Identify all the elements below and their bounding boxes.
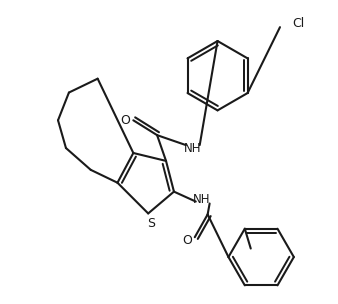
Text: NH: NH xyxy=(193,193,211,206)
Text: S: S xyxy=(147,217,155,230)
Text: O: O xyxy=(120,114,130,127)
Text: Cl: Cl xyxy=(292,17,304,30)
Text: O: O xyxy=(182,234,192,247)
Text: NH: NH xyxy=(184,142,201,154)
